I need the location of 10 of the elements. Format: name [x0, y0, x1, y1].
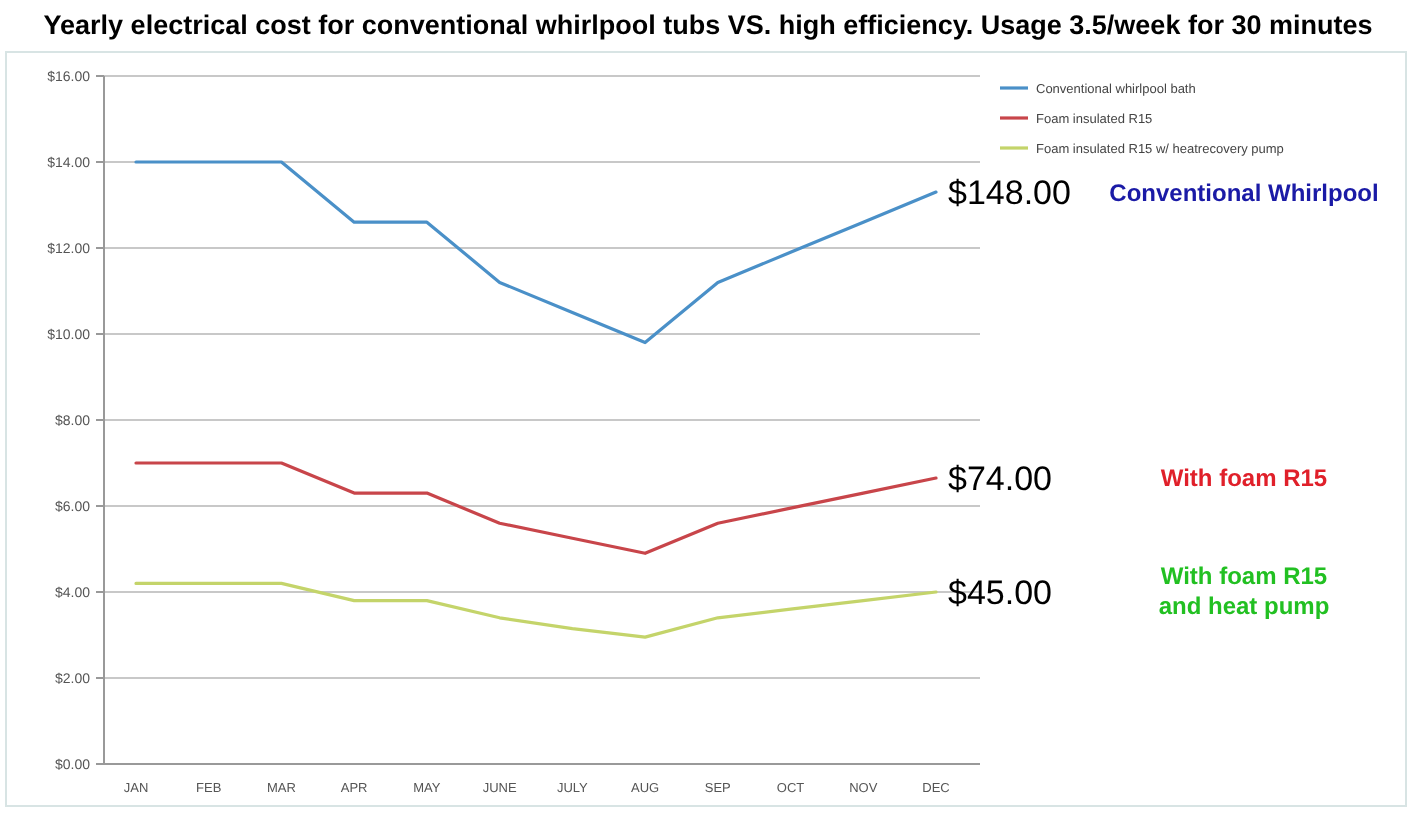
line-series — [134, 160, 938, 345]
line-series — [134, 461, 938, 555]
line-series — [134, 581, 938, 639]
text: With foam R15 — [1160, 464, 1328, 493]
annotation: $74.00 — [948, 459, 1052, 498]
annotation: $45.00 — [948, 573, 1052, 612]
chart-title: Yearly electrical cost for conventional whirlpool tubs VS. high efficiency. Usage 3.5/week for 30 minutes — [43, 10, 1373, 40]
text: Conventional Whirlpool — [1109, 178, 1379, 207]
annotation: $148.00 — [948, 174, 1071, 212]
text: With foam R15 and heat pump — [1158, 562, 1330, 621]
